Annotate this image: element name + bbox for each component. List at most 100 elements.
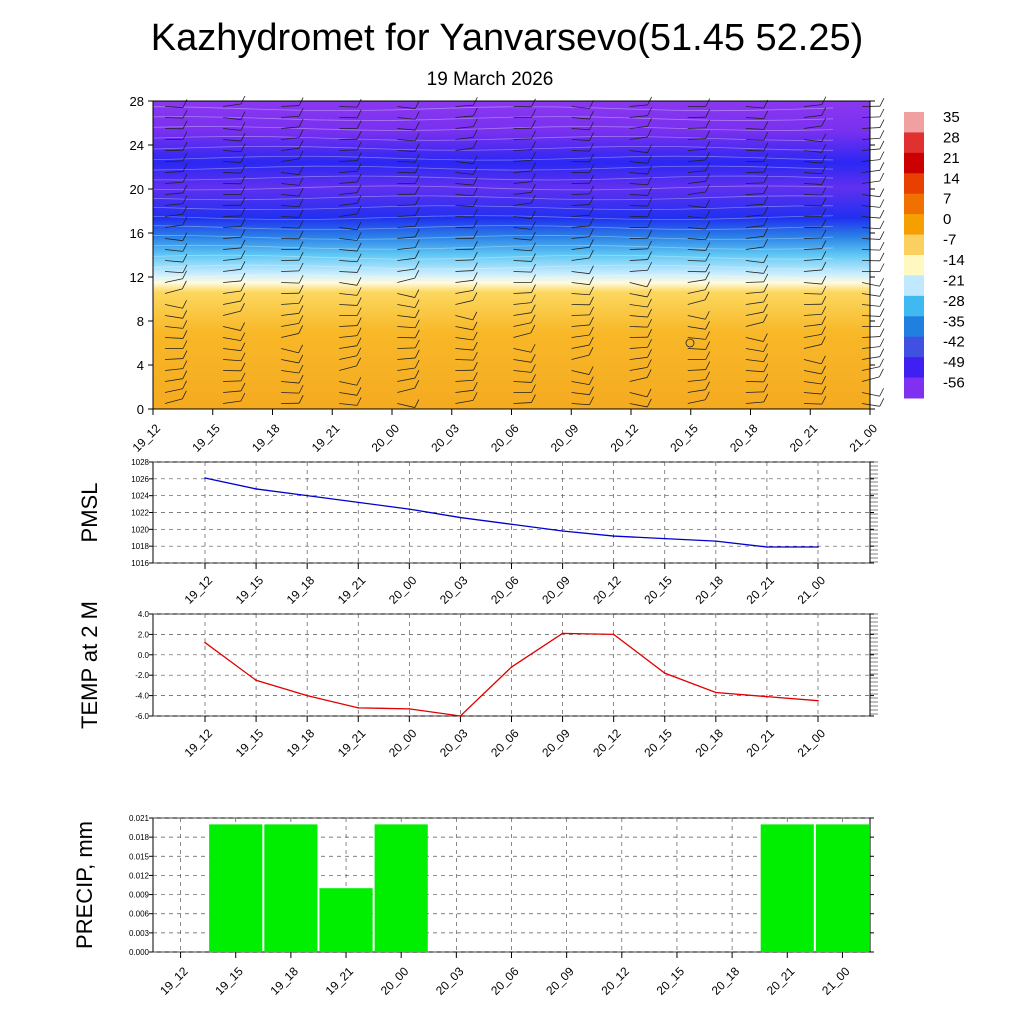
wind-barb-flag	[414, 299, 420, 308]
wind-barb-flag	[647, 359, 652, 368]
wind-barb	[861, 159, 880, 162]
wind-barb-flag	[705, 321, 710, 330]
data-point	[204, 477, 206, 479]
wind-barb	[455, 259, 474, 261]
wind-barb	[861, 356, 880, 360]
wind-barb-flag	[414, 349, 420, 359]
cross-section-fill	[153, 101, 870, 409]
wind-barb-flag	[472, 107, 478, 117]
x-tick-label: 20_00	[369, 421, 403, 455]
wind-barb-flag	[182, 320, 188, 329]
wind-barb	[223, 226, 242, 228]
wind-barb-flag	[240, 250, 246, 259]
wind-barb	[571, 139, 590, 141]
wind-barb-flag	[879, 119, 885, 128]
wind-barb	[861, 315, 880, 317]
wind-barb	[455, 194, 474, 197]
contour-line	[152, 264, 834, 270]
wind-barb	[629, 104, 648, 107]
wind-barb	[571, 236, 590, 239]
wind-barb-flag	[647, 187, 652, 196]
wind-barb-flag	[879, 338, 885, 347]
wind-barb-flag	[588, 366, 594, 375]
contour-line	[152, 215, 834, 220]
wind-barb	[164, 192, 183, 195]
wind-barb-flag	[414, 369, 420, 379]
wind-barb	[164, 368, 183, 371]
wind-barb	[513, 138, 532, 140]
wind-barb-flag	[763, 110, 769, 119]
wind-barb-flag	[647, 329, 653, 338]
wind-barb-flag	[821, 355, 826, 365]
wind-barb-flag	[588, 376, 594, 385]
wind-barb-flag	[646, 278, 652, 288]
wind-barb-flag	[356, 141, 362, 151]
wind-barb	[164, 260, 183, 263]
temp-panel: -6.0 -4.0 -2.0 0.0 2.0 4.0 19_12 19_15 19_18 19_2…	[77, 601, 878, 760]
wind-barb	[397, 215, 416, 217]
wind-barb-flag	[647, 197, 653, 207]
x-tick-label: 20_21	[744, 726, 778, 760]
x-tick-label: 20_00	[378, 964, 412, 998]
wind-barb	[861, 376, 880, 382]
wind-barb-flag	[298, 219, 304, 229]
wind-barb	[745, 128, 764, 130]
contour-line	[152, 165, 834, 171]
wind-barb	[803, 125, 822, 129]
wind-barb-flag	[589, 316, 594, 326]
data-point	[561, 632, 564, 635]
wind-barb-flag	[298, 177, 304, 186]
wind-barb	[223, 280, 242, 283]
wind-barb	[687, 369, 706, 371]
wind-barb	[571, 334, 590, 338]
y-tick-label: 16	[130, 226, 144, 241]
y-tick-label: 4	[137, 358, 144, 373]
contour-line	[152, 136, 834, 141]
wind-barb	[687, 399, 706, 404]
wind-barb	[164, 398, 183, 404]
wind-barb	[861, 336, 880, 338]
wind-barb-flag	[182, 264, 188, 273]
x-tick-label: 19_15	[233, 573, 267, 607]
colorbar-label: -28	[943, 293, 965, 310]
wind-barb	[513, 260, 532, 262]
wind-barb	[513, 348, 532, 353]
wind-barb	[861, 304, 880, 307]
wind-barb	[861, 403, 880, 407]
wind-barb-flag	[531, 184, 536, 193]
wind-barb-flag	[589, 164, 594, 173]
wind-barb-flag	[414, 379, 420, 389]
contour-line	[152, 155, 834, 161]
x-tick-label: 19_18	[284, 573, 318, 607]
wind-barb-flag	[705, 109, 711, 118]
wind-barb	[339, 325, 358, 327]
wind-barb	[397, 128, 416, 131]
y-tick-label: 24	[130, 138, 144, 153]
wind-barb	[164, 224, 183, 228]
x-tick-label: 20_18	[727, 421, 761, 455]
wind-barb-flag	[182, 152, 188, 162]
wind-barb-flag	[589, 249, 594, 259]
wind-barb-flag	[531, 221, 536, 230]
wind-barb-flag	[240, 261, 246, 270]
wind-barb	[397, 293, 415, 298]
wind-barb-flag	[879, 388, 884, 397]
wind-barb	[455, 279, 474, 283]
wind-barb	[629, 293, 648, 298]
wind-barb-flag	[298, 150, 304, 160]
wind-barb-flag	[240, 143, 246, 152]
wind-barb-flag	[589, 217, 594, 227]
wind-barb	[745, 359, 764, 363]
wind-barb	[281, 227, 300, 229]
wind-barb	[223, 268, 241, 272]
wind-barb	[687, 238, 706, 241]
wind-barb	[803, 381, 822, 385]
wind-barb	[629, 304, 648, 308]
colorbar-label: -49	[943, 354, 965, 371]
wind-barb-flag	[356, 277, 362, 286]
wind-barb	[745, 370, 764, 373]
wind-barb-flag	[356, 327, 362, 336]
wind-barb-flag	[298, 252, 304, 261]
wind-barb	[164, 358, 183, 360]
x-tick-label: 20_03	[437, 573, 471, 607]
